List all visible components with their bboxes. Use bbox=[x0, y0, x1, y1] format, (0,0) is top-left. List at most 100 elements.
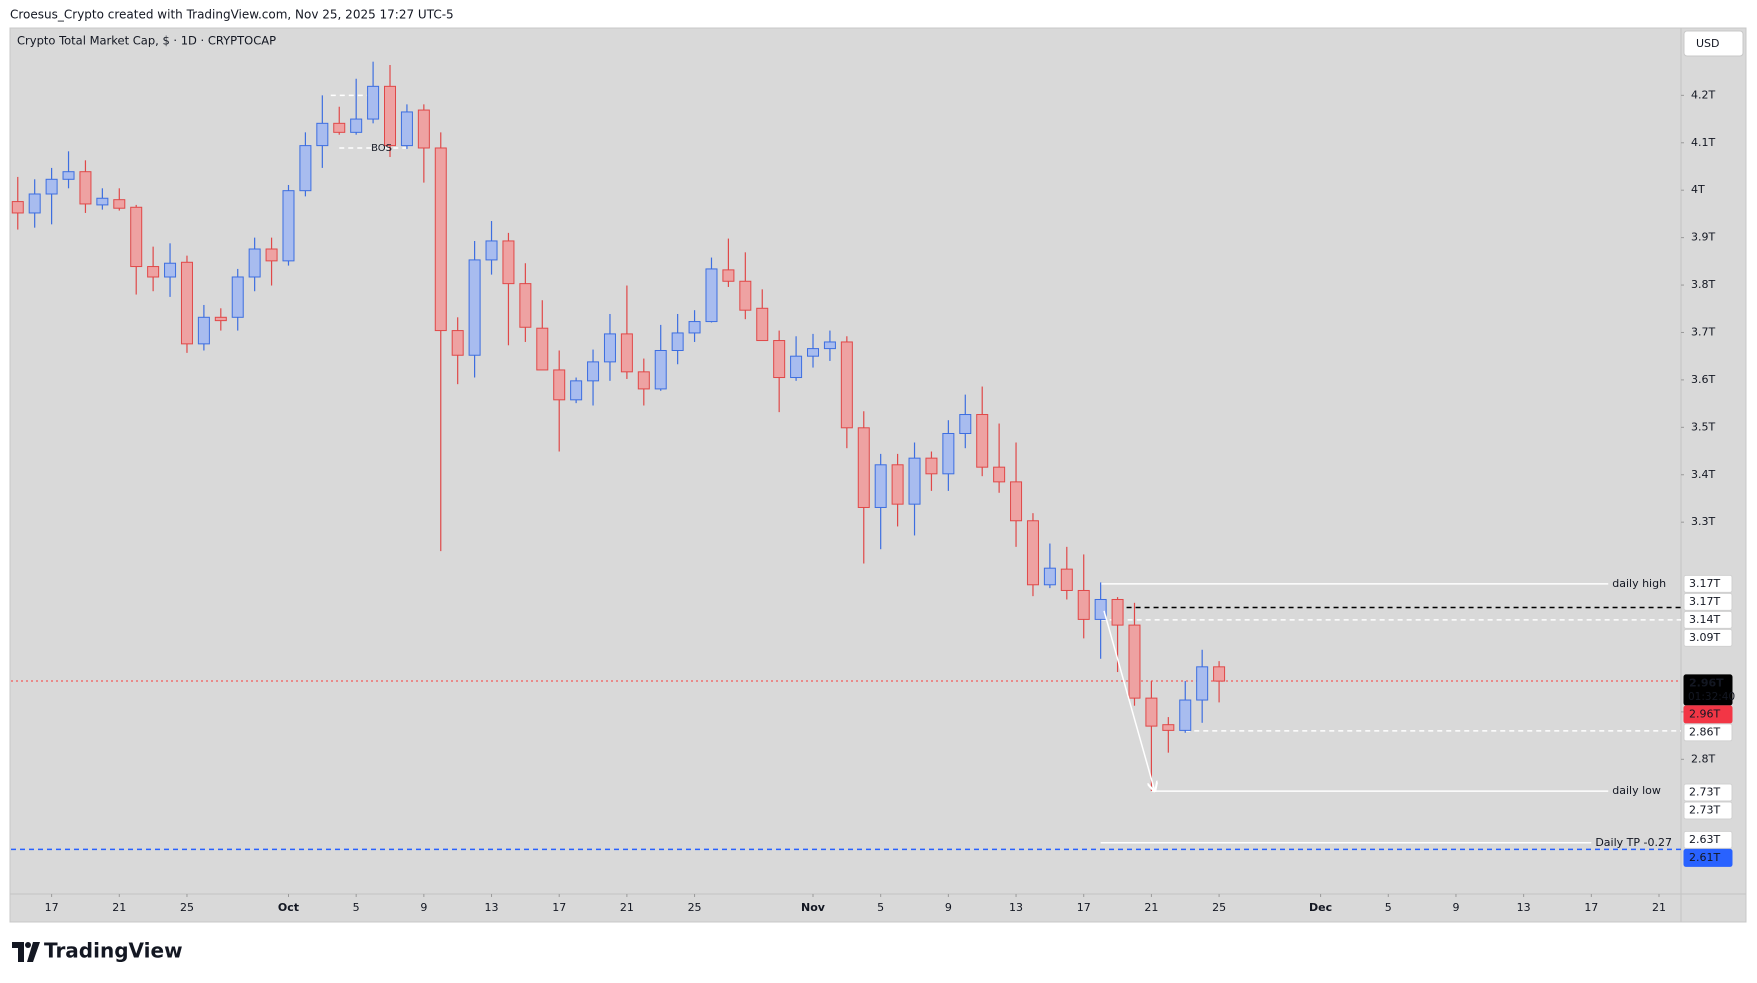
price-label-box bbox=[1683, 628, 1733, 647]
price-label-box bbox=[1683, 783, 1733, 802]
x-tick-label: 9 bbox=[1452, 901, 1459, 914]
price-label-box bbox=[1683, 674, 1733, 706]
candle-body bbox=[823, 341, 836, 350]
candle-body bbox=[671, 332, 684, 351]
candle-body bbox=[11, 201, 24, 214]
candle-body bbox=[1043, 567, 1056, 586]
candle-body bbox=[840, 341, 853, 429]
candle-body bbox=[299, 145, 312, 192]
y-tick-label: 2.8T bbox=[1691, 752, 1715, 765]
candle-body bbox=[231, 276, 244, 318]
candle-body bbox=[197, 316, 210, 345]
y-tick-label: 3.9T bbox=[1691, 231, 1715, 244]
candle-body bbox=[1196, 666, 1209, 701]
candle-body bbox=[739, 280, 752, 311]
candle-body bbox=[96, 197, 109, 206]
x-tick-label: 25 bbox=[1212, 901, 1226, 914]
candle-body bbox=[113, 199, 126, 209]
x-tick-label: 5 bbox=[877, 901, 884, 914]
y-tick-label: 3.6T bbox=[1691, 373, 1715, 386]
price-label: 3.14T bbox=[1689, 613, 1720, 626]
candle-body bbox=[1111, 598, 1124, 626]
candle-body bbox=[519, 283, 532, 328]
brand-logo: TradingView bbox=[12, 939, 183, 963]
level-label: Daily TP -0.27 bbox=[1595, 836, 1672, 849]
candle-body bbox=[502, 240, 515, 285]
chart-title: Crypto Total Market Cap, $ · 1D · CRYPTO… bbox=[17, 34, 276, 48]
y-tick-label: 3.4T bbox=[1691, 468, 1715, 481]
countdown: 01:32:40 bbox=[1688, 691, 1735, 703]
candle-body bbox=[79, 171, 92, 205]
price-label: 2.73T bbox=[1689, 804, 1720, 817]
candle-body bbox=[620, 333, 633, 373]
price-label-box bbox=[1683, 848, 1733, 867]
logo-shape bbox=[12, 942, 24, 962]
candle-body bbox=[1179, 699, 1192, 731]
candle-body bbox=[451, 330, 464, 356]
candle-body bbox=[350, 118, 363, 133]
candle-body bbox=[367, 85, 380, 120]
candle-body bbox=[1060, 568, 1073, 591]
x-tick-label: 13 bbox=[485, 901, 499, 914]
level-label: daily low bbox=[1612, 784, 1661, 797]
candle-body bbox=[688, 321, 701, 334]
x-tick-label: 17 bbox=[45, 901, 59, 914]
price-label-box bbox=[1683, 574, 1733, 593]
annotation: BOS bbox=[371, 143, 392, 154]
candle-body bbox=[553, 369, 566, 401]
candle-body bbox=[45, 178, 58, 195]
candle-body bbox=[790, 355, 803, 379]
logo-shape bbox=[27, 942, 40, 962]
candle-body bbox=[265, 248, 278, 262]
candle-body bbox=[282, 190, 295, 262]
candle-body bbox=[485, 240, 498, 261]
candle-body bbox=[130, 206, 143, 268]
x-tick-label: 5 bbox=[1385, 901, 1392, 914]
x-tick-label: 9 bbox=[420, 901, 427, 914]
price-label: 2.86T bbox=[1689, 725, 1720, 738]
candle-body bbox=[434, 147, 447, 332]
candle-body bbox=[756, 307, 769, 342]
candle-body bbox=[1145, 697, 1158, 727]
y-tick-label: 3.8T bbox=[1691, 278, 1715, 291]
price-label-box bbox=[1683, 723, 1733, 742]
candle-body bbox=[976, 414, 989, 468]
candle-body bbox=[536, 327, 549, 371]
candle-body bbox=[384, 85, 397, 147]
price-label: 3.09T bbox=[1689, 631, 1720, 644]
y-tick-label: 3.7T bbox=[1691, 325, 1715, 338]
currency-button[interactable] bbox=[1683, 30, 1744, 57]
brand-name: TradingView bbox=[44, 939, 183, 963]
x-tick-label: 17 bbox=[1584, 901, 1598, 914]
candle-body bbox=[959, 414, 972, 434]
candle-body bbox=[570, 380, 583, 401]
x-tick-label: 13 bbox=[1517, 901, 1531, 914]
candle-body bbox=[28, 193, 41, 214]
candle-body bbox=[316, 122, 329, 147]
candle-body bbox=[1010, 481, 1023, 522]
x-tick-label: 13 bbox=[1009, 901, 1023, 914]
x-tick-label: 5 bbox=[353, 901, 360, 914]
price-label: 2.61T bbox=[1689, 851, 1720, 864]
candle-body bbox=[1162, 724, 1175, 731]
candle-body bbox=[993, 466, 1006, 483]
candle-body bbox=[468, 259, 481, 356]
candle-body bbox=[874, 464, 887, 508]
candle-body bbox=[1026, 520, 1039, 586]
x-tick-label: 21 bbox=[620, 901, 634, 914]
x-tick-label: 21 bbox=[1652, 901, 1666, 914]
y-tick-label: 4T bbox=[1691, 183, 1705, 196]
candle-body bbox=[1128, 624, 1141, 699]
candle-body bbox=[603, 333, 616, 363]
candle-body bbox=[587, 361, 600, 382]
candle-body bbox=[857, 427, 870, 508]
candle-body bbox=[891, 464, 904, 505]
x-tick-label: Nov bbox=[801, 901, 826, 914]
currency-label: USD bbox=[1696, 37, 1720, 50]
candle-body bbox=[637, 371, 650, 390]
level-label: daily high bbox=[1612, 577, 1666, 590]
candle-body bbox=[248, 248, 261, 278]
candle-body bbox=[1213, 666, 1226, 682]
candle-body bbox=[925, 457, 938, 475]
